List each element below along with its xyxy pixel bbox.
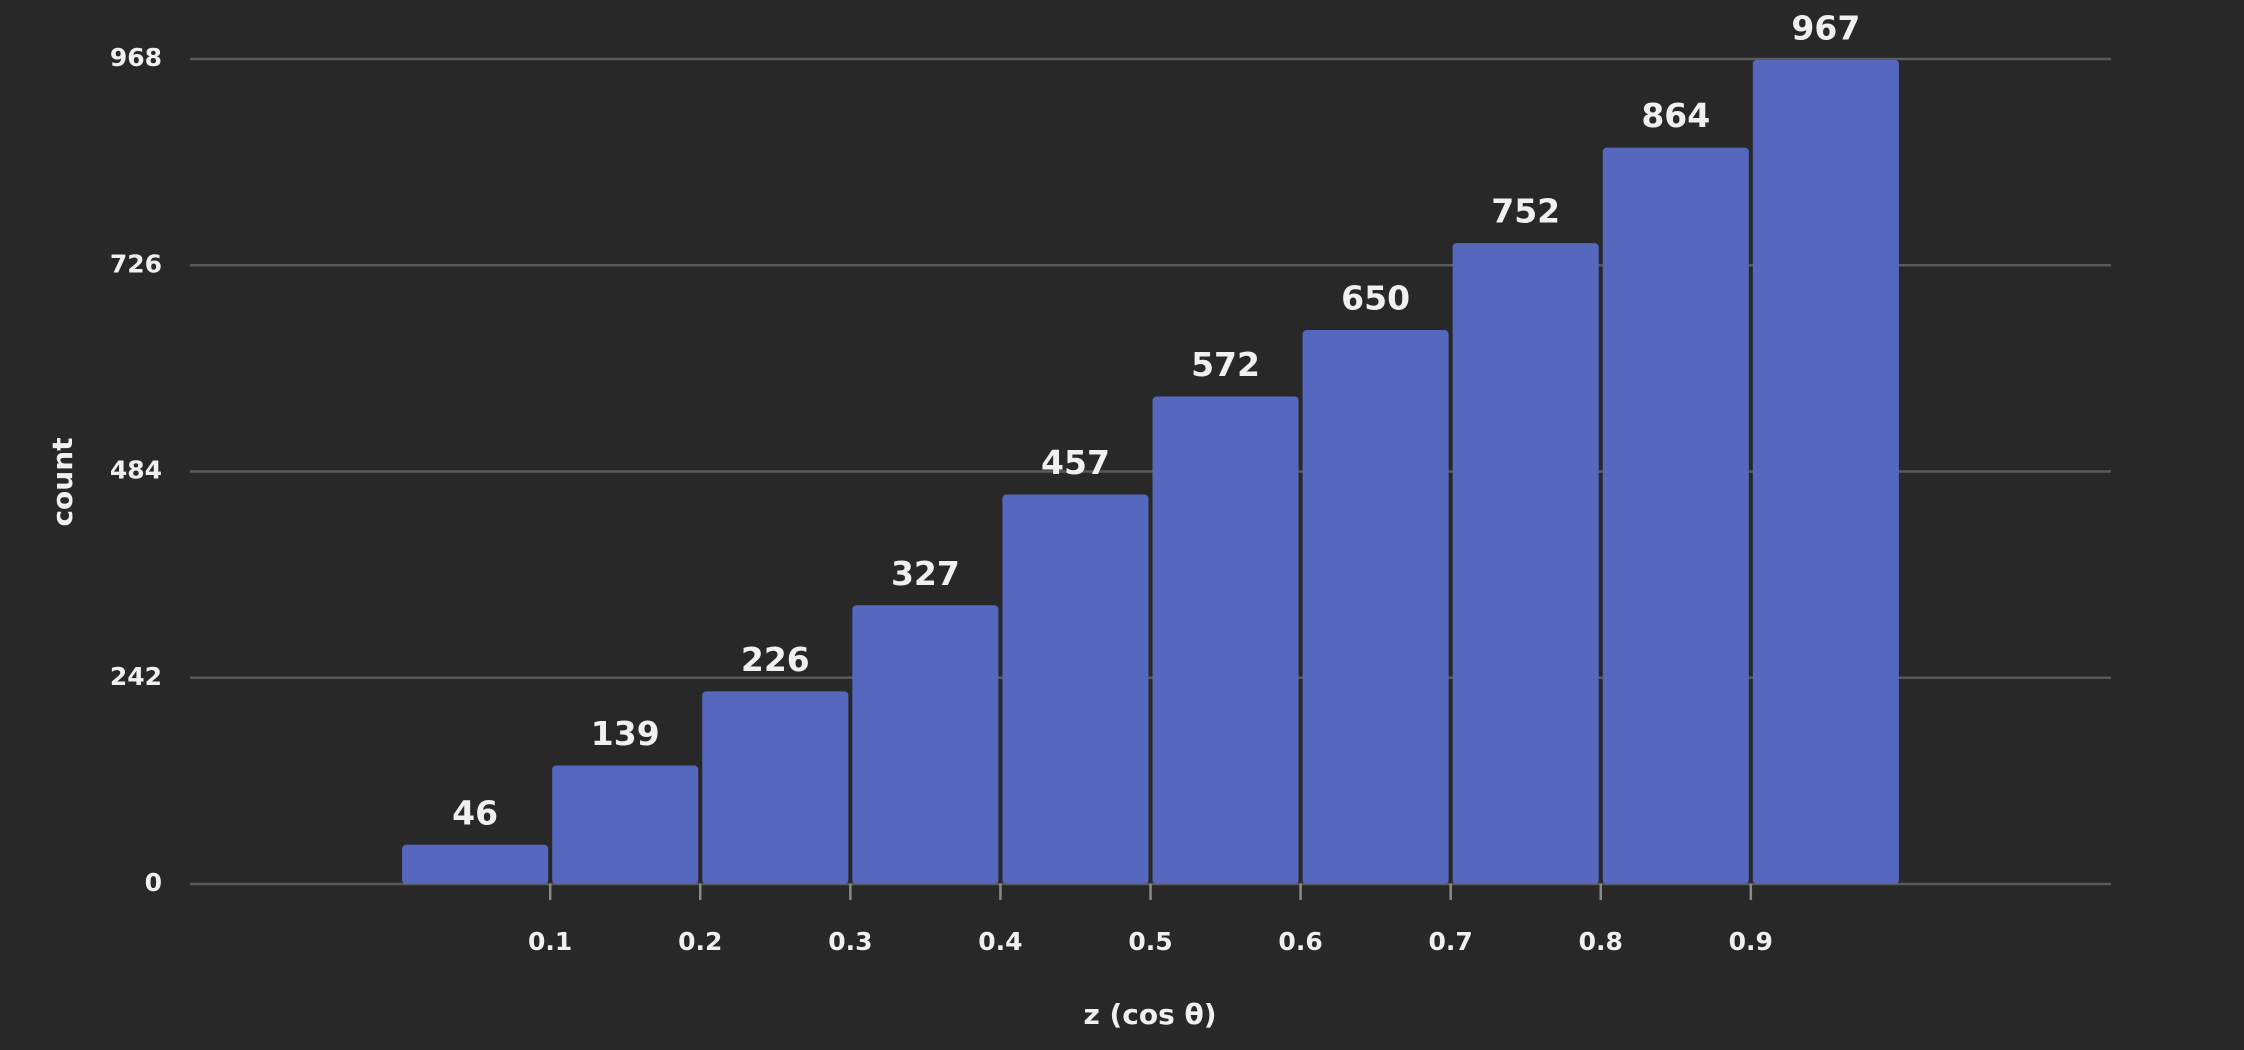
y-axis-label: count — [46, 437, 79, 526]
bar — [1752, 59, 1899, 884]
bar — [1602, 147, 1749, 885]
x-tick-label: 0.5 — [1128, 927, 1172, 956]
x-tick-label: 0.4 — [978, 927, 1022, 956]
x-tick-label: 0.1 — [528, 927, 572, 956]
bar — [1302, 330, 1449, 885]
value-label: 864 — [1641, 96, 1710, 135]
y-tick-label: 484 — [110, 456, 162, 485]
y-tick-label: 242 — [110, 662, 162, 691]
value-label: 457 — [1041, 443, 1110, 482]
bar — [852, 605, 999, 884]
value-label: 752 — [1491, 192, 1560, 231]
value-label: 226 — [741, 640, 810, 679]
bar — [1152, 396, 1299, 884]
x-tick-label: 0.9 — [1729, 927, 1773, 956]
bar — [402, 844, 549, 884]
bar — [552, 765, 699, 884]
bar — [702, 691, 849, 884]
y-tick-label: 968 — [110, 43, 162, 72]
x-tick-label: 0.6 — [1278, 927, 1322, 956]
x-tick-label: 0.7 — [1429, 927, 1473, 956]
x-tick-label: 0.3 — [828, 927, 872, 956]
x-axis-label: z (cos θ) — [1083, 998, 1216, 1031]
value-label: 46 — [452, 793, 498, 832]
x-tick-label: 0.8 — [1579, 927, 1623, 956]
value-label: 327 — [891, 554, 960, 593]
bar — [1002, 494, 1149, 884]
value-label: 139 — [591, 714, 660, 753]
bar — [1452, 243, 1599, 884]
value-label: 572 — [1191, 345, 1260, 384]
x-tick-label: 0.2 — [678, 927, 722, 956]
value-label: 967 — [1791, 8, 1860, 47]
value-label: 650 — [1341, 279, 1410, 318]
y-tick-label: 726 — [110, 249, 162, 278]
y-tick-label: 0 — [145, 868, 162, 897]
